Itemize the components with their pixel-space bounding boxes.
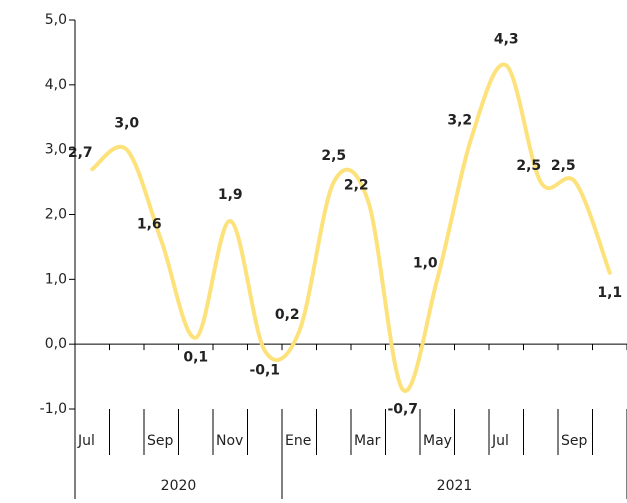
x-tick-label: Sep	[561, 433, 588, 449]
data-label: 1,6	[137, 216, 162, 232]
x-tick-label: Jul	[491, 433, 509, 449]
data-label: 2,5	[516, 158, 541, 174]
data-label: 3,2	[447, 113, 472, 129]
data-label: 1,9	[218, 187, 243, 203]
y-tick-label: -1,0	[40, 401, 67, 417]
y-tick-label: 5,0	[45, 12, 67, 28]
y-tick-label: 3,0	[45, 142, 67, 158]
x-tick-label: Mar	[354, 433, 381, 449]
data-label: 2,5	[551, 158, 576, 174]
data-label: 1,1	[597, 285, 622, 301]
data-label: 0,1	[183, 350, 208, 366]
data-label: 0,2	[275, 307, 300, 323]
x-tick-label: May	[423, 433, 452, 449]
y-tick-label: 4,0	[45, 77, 67, 93]
x-tick-label: Sep	[147, 433, 174, 449]
data-label: 2,7	[68, 145, 93, 161]
data-label: 2,2	[344, 178, 369, 194]
x-tick-label: Nov	[216, 433, 243, 449]
x-tick-label: Jul	[77, 433, 95, 449]
data-label: -0,1	[249, 363, 280, 379]
line	[90, 62, 612, 393]
data-label: 1,0	[413, 255, 438, 271]
data-label: 4,3	[494, 31, 519, 47]
group-label: 2020	[161, 478, 197, 494]
data-label: 3,0	[114, 116, 139, 132]
data-label: -0,7	[387, 402, 418, 418]
y-tick-label: 2,0	[45, 207, 67, 223]
y-tick-label: 1,0	[45, 271, 67, 287]
data-label: 2,5	[321, 148, 346, 164]
group-label: 2021	[437, 478, 473, 494]
y-tick-label: 0,0	[45, 336, 67, 352]
x-tick-label: Ene	[285, 433, 311, 449]
